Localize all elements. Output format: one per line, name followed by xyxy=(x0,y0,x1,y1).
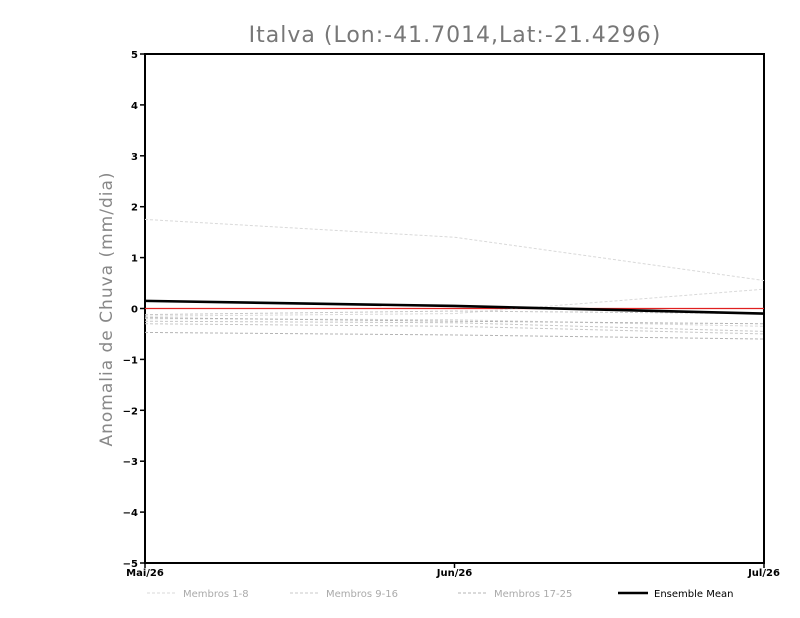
legend-label: Membros 1-8 xyxy=(183,589,249,600)
y-axis: 5 4 3 2 1 0 −1 −2 −3 −4 −5 xyxy=(123,50,145,570)
legend: Membros 1-8 Membros 9-16 Membros 17-25 Ense… xyxy=(147,589,733,600)
y-tick-label: −3 xyxy=(123,457,138,468)
y-tick-label: 0 xyxy=(131,305,138,316)
y-tick-label: 5 xyxy=(131,50,138,61)
legend-label: Membros 17-25 xyxy=(494,589,572,600)
y-tick-label: 3 xyxy=(131,152,138,163)
series-line-member-1 xyxy=(144,218,765,282)
series-line-member-8 xyxy=(144,317,765,325)
x-tick-label: Jun/26 xyxy=(436,568,473,579)
y-tick-label: −2 xyxy=(123,406,138,417)
legend-label: Ensemble Mean xyxy=(654,589,733,600)
y-tick-label: −1 xyxy=(123,355,138,366)
series-line-member-6 xyxy=(144,323,765,335)
series-line-member-7 xyxy=(144,331,765,340)
series-line-ensemble-mean xyxy=(144,299,765,315)
y-tick-label: 2 xyxy=(131,203,138,214)
x-tick-label: Jul/26 xyxy=(747,568,780,579)
series-line-member-5 xyxy=(144,310,765,316)
series-group xyxy=(144,218,765,340)
y-tick-label: 4 xyxy=(131,101,138,112)
y-tick-label: −5 xyxy=(123,559,138,570)
series-line-member-3 xyxy=(144,318,765,327)
y-tick-label: 1 xyxy=(131,254,138,265)
series-line-member-4 xyxy=(144,320,765,332)
x-axis: Mai/26 Jun/26 Jul/26 xyxy=(126,563,780,579)
x-tick-label: Mai/26 xyxy=(126,568,164,579)
series-line-member-2 xyxy=(144,288,765,317)
y-axis-label: Anomalia de Chuva (mm/dia) xyxy=(97,171,117,446)
chart-title: Italva (Lon:-41.7014,Lat:-21.4296) xyxy=(249,23,662,48)
y-tick-label: −4 xyxy=(123,508,138,519)
legend-label: Membros 9-16 xyxy=(326,589,398,600)
